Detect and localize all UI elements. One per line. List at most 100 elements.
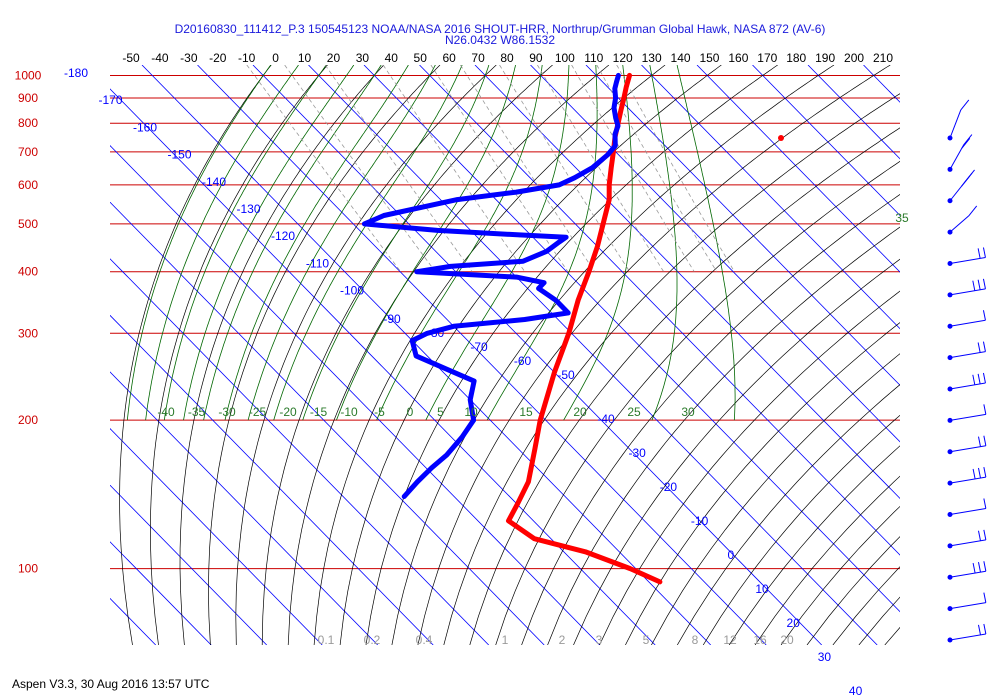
top-axis-tick-label: -50 [122,51,140,65]
isotherm-line [419,65,900,556]
wind-barb-feather [977,373,981,384]
chart-title: D20160830_111412_P.3 150545123 NOAA/NASA… [174,22,826,36]
moist-adiabat-label: -30 [218,405,236,419]
wind-barb-feather [972,468,976,480]
wind-barb-feather [977,624,981,635]
dewpoint-point [381,213,387,218]
isotherm-label: -140 [202,175,226,189]
dry-adiabat-line [443,93,900,645]
isotherm-label: -60 [514,354,532,368]
dry-adiabat-line [391,65,835,645]
isotherm-label: -170 [98,93,122,107]
wind-barb-shaft [949,351,986,359]
temperature-point [621,95,627,101]
wind-barb-feather [977,279,981,290]
wind-barb-feather [983,529,987,540]
mixing-ratio-line [324,65,473,272]
wind-barb-feather [968,205,978,217]
isotherm-label: -50 [557,368,575,382]
wind-barb-feather [977,467,981,479]
top-axis-tick-label: -10 [238,51,256,65]
pressure-tick-label: 100 [18,562,38,576]
wind-barb-shaft [949,633,986,641]
wind-barb-feather [972,374,976,385]
dry-adiabat-line [179,65,384,645]
wind-barb-feather [972,280,976,291]
top-axis-tick-label: 50 [414,51,428,65]
isotherm-label: -120 [271,229,295,243]
top-axis-tick-label: 80 [500,51,514,65]
dry-adiabat-line [119,65,272,645]
top-axis-tick-label: 150 [699,51,719,65]
pressure-tick-label: 1000 [15,68,42,82]
isotherm-label: 30 [818,650,832,664]
moist-adiabat-line [183,65,355,421]
isotherm-label: -130 [236,202,260,216]
isotherm-line [585,65,900,386]
moist-adiabat-line [224,65,409,421]
top-axis-tick-label: 100 [555,51,575,65]
dewpoint-point [468,397,473,402]
isotherm-label: 40 [849,684,863,698]
isotherm-line [252,65,822,645]
wind-barb-shaft [949,382,986,390]
wind-barb-shaft [949,109,962,139]
wind-barb-feather [977,342,981,353]
dewpoint-point [514,189,519,195]
dewpoint-point [429,465,434,471]
pressure-tick-label: 200 [18,413,38,427]
top-axis-tick-label: 120 [613,51,633,65]
wind-barb-feather [983,467,987,478]
dry-adiabat-line [651,353,900,645]
dewpoint-point [612,132,618,137]
isotherm-line [110,201,545,645]
mixing-ratio-line [460,65,595,272]
isotherm-line [752,65,900,217]
moist-adiabat-label: -25 [249,405,267,419]
isotherm-label: -10 [691,514,709,528]
top-axis-tick-label: 140 [671,51,691,65]
dry-adiabat-line [521,194,900,645]
top-axis-tick-label: 180 [786,51,806,65]
dewpoint-point [615,123,621,129]
dry-adiabat-line [884,626,900,645]
top-axis-tick-label: 90 [529,51,543,65]
pressure-tick-label: 500 [18,217,38,231]
dewpoint-point [616,73,621,78]
isotherm-line [110,258,489,645]
dry-adiabat-line [261,65,553,645]
temperature-point [538,418,543,423]
mixing-ratio-line [246,65,402,272]
dewpoint-point [451,324,456,329]
pressure-tick-label: 300 [18,326,38,340]
dewpoint-point [520,259,526,264]
pressure-tick-label: 600 [18,178,38,192]
moist-adiabat-label: 20 [573,405,587,419]
wind-barb-shaft [949,602,986,610]
moist-adiabat-line [676,65,736,421]
isotherm-line [530,65,900,443]
pressure-tick-label: 700 [18,145,38,159]
moist-adiabat-label: -40 [157,405,175,419]
top-axis-tick-label: 170 [757,51,777,65]
isotherm-line [110,428,323,645]
background-grid [110,65,900,645]
moist-adiabat-label: 35 [895,211,909,225]
dry-adiabat-line [547,226,900,645]
isotherm-line [110,541,212,645]
dewpoint-point [444,452,449,458]
wind-barb-shaft [949,476,986,484]
chart-subtitle: N26.0432 W86.1532 [444,33,556,47]
moist-adiabat-label: 5 [437,405,444,419]
dry-adiabat-line [208,65,441,645]
isotherm-line [110,88,656,645]
top-axis-tick-label: 60 [442,51,456,65]
wind-barb-feather [983,623,987,635]
wind-barb-shaft [949,144,965,170]
dry-adiabat-line [573,258,900,645]
moist-adiabat-label: 0 [407,405,414,419]
isotherm-label: -110 [306,256,329,270]
isotherm-line [641,65,900,330]
dewpoint-point [522,317,527,322]
